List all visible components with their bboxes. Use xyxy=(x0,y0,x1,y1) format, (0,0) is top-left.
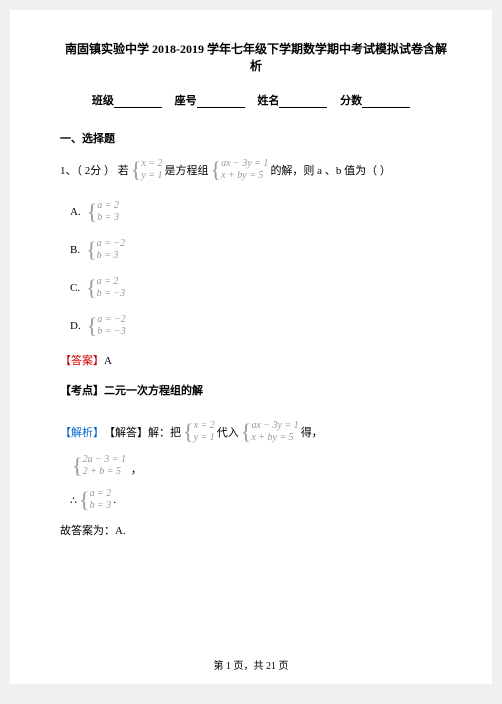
jiexi-post: 得， xyxy=(301,424,323,440)
option-d-bot: b = −3 xyxy=(97,326,126,338)
option-b-label: B. xyxy=(70,244,80,256)
answer-value: A xyxy=(104,355,112,367)
derive-block: { 2a − 3 = 1 2 + b = 5 ， xyxy=(70,454,452,478)
brace-icon: { xyxy=(86,277,97,299)
q1-sys2-top: ax − 3y = 1 xyxy=(221,158,268,170)
option-c-label: C. xyxy=(70,282,80,294)
option-b: B. { a = −2 b = 3 xyxy=(70,238,452,262)
therefore-post: . xyxy=(113,494,116,506)
jiexi-sys2-top: ax − 3y = 1 xyxy=(251,420,298,432)
q1-sys1-bot: y = 1 xyxy=(141,170,162,182)
header-fields: 班级 座号 姓名 分数 xyxy=(60,92,452,108)
derive-bot: 2 + b = 5 xyxy=(83,466,127,478)
brace-icon: { xyxy=(241,421,252,443)
q1-sys2-bot: x + by = 5 xyxy=(221,170,268,182)
name-blank xyxy=(279,96,327,108)
class-label: 班级 xyxy=(92,95,114,107)
page-footer: 第 1 页，共 21 页 xyxy=(10,657,492,672)
seat-label: 座号 xyxy=(175,95,197,107)
option-c-bot: b = −3 xyxy=(97,288,126,300)
jiexi-sys2-bot: x + by = 5 xyxy=(251,432,298,444)
jiexi-sys1-bot: y = 1 xyxy=(194,432,215,444)
option-c: C. { a = 2 b = −3 xyxy=(70,276,452,300)
jiexi-sys1-top: x = 2 xyxy=(194,420,215,432)
derive-top: 2a − 3 = 1 xyxy=(83,454,127,466)
name-label: 姓名 xyxy=(257,95,279,107)
therefore-block: ∴ { a = 2 b = 3 . xyxy=(70,488,452,512)
question-1: 1、（ 2分 ） 若 { x = 2 y = 1 是方程组 { ax − 3y … xyxy=(60,158,452,182)
jiexi-tag: 【解析】 xyxy=(60,424,104,440)
brace-icon: { xyxy=(86,239,97,261)
q1-mid1: 是方程组 xyxy=(165,162,209,178)
jiexi-pre: 【解答】解：把 xyxy=(104,424,181,440)
section-1-header: 一、选择题 xyxy=(60,130,452,146)
option-a: A. { a = 2 b = 3 xyxy=(70,200,452,224)
q1-mid2: 的解，则 a 、b 值为（ ） xyxy=(270,162,390,178)
q1-system-2: { ax − 3y = 1 x + by = 5 xyxy=(211,158,269,182)
q1-sys1-top: x = 2 xyxy=(141,158,162,170)
option-d-label: D. xyxy=(70,320,81,332)
q1-system-1: { x = 2 y = 1 xyxy=(131,158,163,182)
jiexi-line: 【解析】 【解答】解：把 { x = 2 y = 1 代入 { ax − 3y … xyxy=(60,420,452,444)
seat-blank xyxy=(197,96,245,108)
page-title: 南固镇实验中学 2018-2019 学年七年级下学期数学期中考试模拟试卷含解析 xyxy=(60,40,452,74)
answer-tag: 【答案】 xyxy=(60,355,104,367)
brace-icon: { xyxy=(79,489,90,511)
kaodian: 【考点】二元一次方程组的解 xyxy=(60,382,452,398)
therefore-pre: ∴ xyxy=(70,494,77,507)
option-b-top: a = −2 xyxy=(97,238,126,250)
option-c-top: a = 2 xyxy=(97,276,126,288)
content-area: 南固镇实验中学 2018-2019 学年七年级下学期数学期中考试模拟试卷含解析 … xyxy=(10,10,492,538)
option-a-bot: b = 3 xyxy=(97,212,119,224)
brace-icon: { xyxy=(87,315,98,337)
therefore-bot: b = 3 xyxy=(90,500,112,512)
comma: ， xyxy=(131,464,142,476)
option-a-label: A. xyxy=(70,206,81,218)
conclusion: 故答案为：A. xyxy=(60,522,452,538)
brace-icon: { xyxy=(72,455,83,477)
exam-page: 南固镇实验中学 2018-2019 学年七年级下学期数学期中考试模拟试卷含解析 … xyxy=(10,10,492,684)
option-d-top: a = −2 xyxy=(97,314,126,326)
brace-icon: { xyxy=(87,201,98,223)
jiexi-mid: 代入 xyxy=(217,424,239,440)
brace-icon: { xyxy=(131,159,142,181)
score-label: 分数 xyxy=(340,95,362,107)
brace-icon: { xyxy=(211,159,222,181)
option-a-top: a = 2 xyxy=(97,200,119,212)
score-blank xyxy=(362,96,410,108)
q1-prefix: 1、（ 2分 ） 若 xyxy=(60,162,129,178)
class-blank xyxy=(114,96,162,108)
options-block: A. { a = 2 b = 3 B. { a = −2 b = 3 xyxy=(70,200,452,338)
brace-icon: { xyxy=(183,421,194,443)
option-b-bot: b = 3 xyxy=(97,250,126,262)
answer-line: 【答案】A xyxy=(60,352,452,368)
therefore-top: a = 2 xyxy=(90,488,112,500)
option-d: D. { a = −2 b = −3 xyxy=(70,314,452,338)
